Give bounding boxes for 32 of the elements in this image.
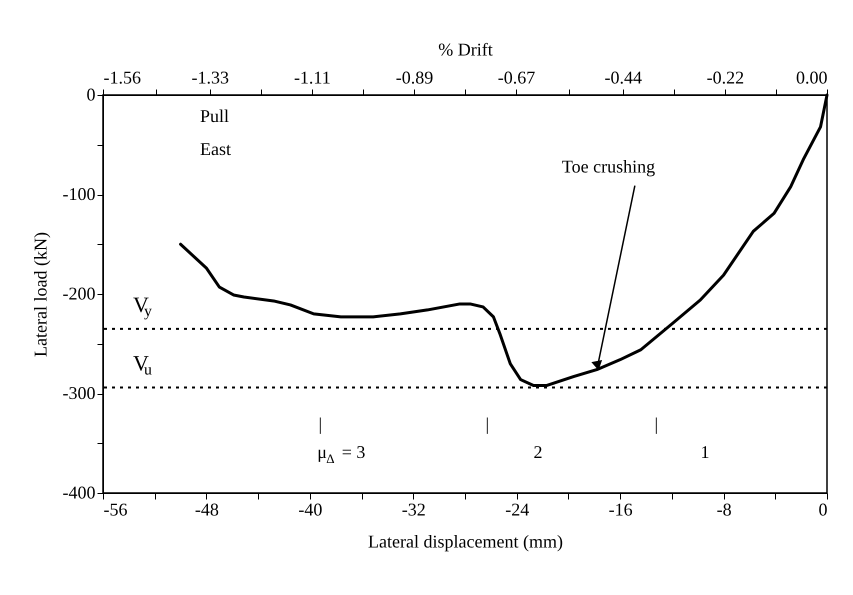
x2-tick-label: -0.89 xyxy=(396,68,434,88)
annotation: 1 xyxy=(700,442,710,462)
x2-tick-label: -1.11 xyxy=(294,68,331,88)
annotation: Toe crushing xyxy=(562,156,656,177)
annotation: | xyxy=(318,414,322,434)
y-tick-label: -300 xyxy=(62,383,96,403)
x2-tick-label: -1.56 xyxy=(104,68,141,88)
x2-tick-label: -0.67 xyxy=(498,68,536,88)
x2-tick-label: 0.00 xyxy=(796,68,828,88)
x-axis-title: Lateral displacement (mm) xyxy=(368,532,563,552)
annotation: | xyxy=(486,414,490,434)
x-tick-label: -24 xyxy=(505,500,530,520)
y-tick-label: -200 xyxy=(62,284,96,304)
x2-tick-label: -0.22 xyxy=(706,68,744,88)
x2-tick-label: -0.44 xyxy=(604,68,642,88)
annotation: | xyxy=(654,414,658,434)
x-tick-label: -8 xyxy=(716,500,732,520)
x2-axis-title: % Drift xyxy=(438,40,493,60)
annotation: East xyxy=(200,139,231,159)
x-tick-label: -40 xyxy=(298,500,322,520)
x-tick-label: -56 xyxy=(104,500,128,520)
x-tick-label: -16 xyxy=(608,500,633,520)
y-tick-label: 0 xyxy=(86,84,96,104)
y-tick-label: -400 xyxy=(62,482,96,502)
x-tick-label: 0 xyxy=(818,500,828,520)
y-axis-title: Lateral load (kN) xyxy=(30,232,51,357)
x-tick-label: -48 xyxy=(194,500,219,520)
x2-tick-label: -1.33 xyxy=(191,68,229,88)
y-tick-label: -100 xyxy=(62,184,96,204)
annotation: 2 xyxy=(534,442,542,462)
annotation: Pull xyxy=(200,106,230,126)
x-tick-label: -32 xyxy=(402,500,426,520)
